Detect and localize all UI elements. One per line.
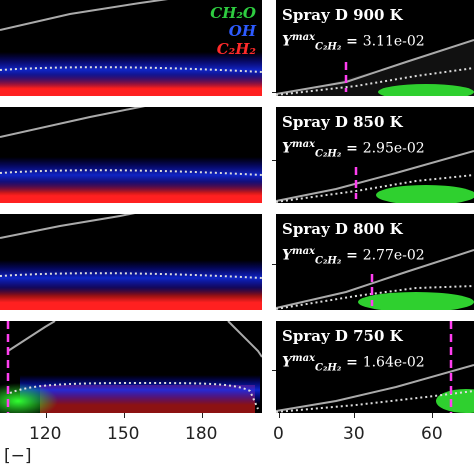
ymax-value: 1.64e-02 <box>362 354 425 371</box>
ymax-sub: C₂H₂ <box>315 41 342 53</box>
ymax-850: YmaxC₂H₂ = 2.95e-02 <box>282 139 425 160</box>
left-x-unit: [−] <box>4 446 32 466</box>
right-x-tick-30: 30 <box>343 424 365 444</box>
x-tick-mark <box>46 413 47 418</box>
legend: CH₂O OH C₂H₂ <box>210 4 256 58</box>
row-title-750: Spray D 750 K <box>282 327 403 345</box>
left-x-tick-180: 180 <box>185 424 218 444</box>
y-tick-mark <box>272 370 276 371</box>
row-title-800: Spray D 800 K <box>282 220 403 238</box>
right-x-tick-0: 0 <box>273 424 284 444</box>
ymax-sup: max <box>292 32 316 43</box>
x-tick-mark <box>202 413 203 418</box>
ymax-750: YmaxC₂H₂ = 1.64e-02 <box>282 353 425 374</box>
x-tick-mark <box>124 413 125 418</box>
left-x-tick-120: 120 <box>29 424 62 444</box>
left-panel-900: CH₂O OH C₂H₂ <box>0 0 262 96</box>
ymax-value: 2.77e-02 <box>362 247 425 264</box>
left-panel-750 <box>0 321 262 413</box>
left-x-tick-150: 150 <box>107 424 140 444</box>
right-x-tick-60: 60 <box>421 424 443 444</box>
y-tick-mark <box>272 92 276 93</box>
legend-c2h2: C₂H₂ <box>216 40 256 58</box>
ymax-900: YmaxC₂H₂ = 3.11e-02 <box>282 32 425 53</box>
ymax-800: YmaxC₂H₂ = 2.77e-02 <box>282 246 425 267</box>
y-tick-mark <box>272 264 276 265</box>
x-tick-mark <box>354 413 355 418</box>
legend-ch2o: CH₂O <box>210 4 256 22</box>
ymax-value: 2.95e-02 <box>362 140 425 157</box>
right-panel-850: Spray D 850 K YmaxC₂H₂ = 2.95e-02 <box>276 107 474 203</box>
row-title-850: Spray D 850 K <box>282 113 403 131</box>
right-panel-800: Spray D 800 K YmaxC₂H₂ = 2.77e-02 <box>276 214 474 310</box>
ymax-value: 3.11e-02 <box>362 33 425 50</box>
row-title-900: Spray D 900 K <box>282 6 403 24</box>
legend-oh: OH <box>228 22 256 40</box>
left-panel-850 <box>0 107 262 203</box>
right-panel-900: Spray D 900 K YmaxC₂H₂ = 3.11e-02 <box>276 0 474 96</box>
x-tick-mark <box>432 413 433 418</box>
x-tick-mark <box>279 413 280 418</box>
left-panel-800 <box>0 214 262 310</box>
ymax-label: Y <box>282 33 292 50</box>
right-panel-750: Spray D 750 K YmaxC₂H₂ = 1.64e-02 <box>276 321 474 413</box>
y-tick-mark <box>272 160 276 161</box>
